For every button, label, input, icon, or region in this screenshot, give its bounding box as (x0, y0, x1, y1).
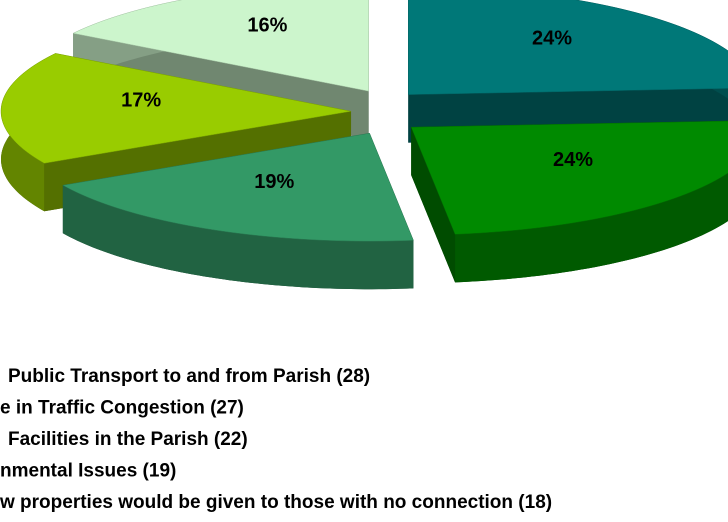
pie-slice (410, 120, 728, 283)
legend-label: w properties would be given to those wit… (0, 492, 552, 513)
slice-top (62, 132, 414, 242)
slice-top (72, 0, 369, 92)
slice-side (455, 173, 728, 283)
slice-top (0, 53, 352, 164)
legend-label: e in Traffic Congestion (27) (0, 398, 244, 419)
pie-slice (408, 0, 728, 143)
data-label: 19% (254, 171, 294, 193)
legend-label: Facilities in the Parish (22) (8, 429, 248, 450)
slice-top (410, 120, 728, 235)
data-label: 24% (532, 28, 572, 50)
data-label: 24% (553, 149, 593, 171)
data-label: 16% (247, 15, 287, 37)
legend-label: nmental Issues (19) (0, 461, 176, 482)
slice-side (62, 185, 414, 290)
data-label: 17% (121, 89, 161, 111)
pie-slice (62, 132, 414, 290)
slice-top (408, 0, 728, 95)
slice-wall (411, 127, 456, 283)
legend-label: Public Transport to and from Parish (28) (8, 366, 370, 387)
